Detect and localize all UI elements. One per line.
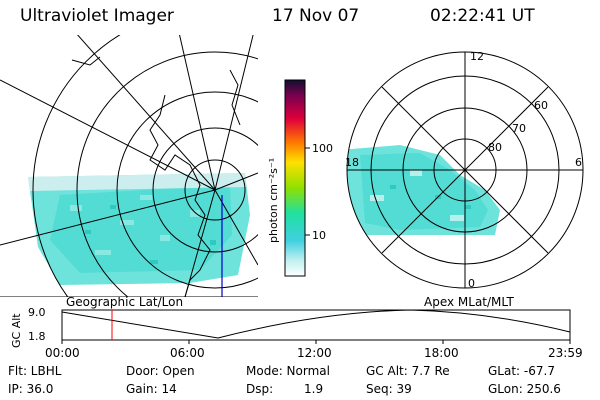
mlt-label-12: 12 — [470, 50, 484, 63]
mlat-label-80: 80 — [488, 141, 502, 154]
altitude-xtick-1: 06:00 — [170, 346, 205, 360]
status-gain: Gain: 14 — [126, 382, 177, 396]
altitude-xtick-4: 23:59 — [548, 346, 583, 360]
status-door: Door: Open — [126, 364, 195, 378]
header-date: 17 Nov 07 — [272, 6, 360, 26]
altitude-ylabel: GC Alt — [10, 313, 23, 348]
status-glon: GLon: 250.6 — [488, 382, 561, 396]
colorbar-tick-10: 10 — [312, 229, 326, 242]
mlat-label-60: 60 — [534, 99, 548, 112]
header-time: 02:22:41 UT — [430, 6, 535, 26]
status-dsp-label: Dsp: — [246, 382, 274, 396]
altitude-xtick-2: 12:00 — [297, 346, 332, 360]
status-seq: Seq: 39 — [366, 382, 412, 396]
status-dsp-value: 1.9 — [304, 382, 324, 396]
intensity-colorbar: 100 10 photon cm⁻²s⁻¹ — [267, 79, 333, 277]
altitude-ytick-high: 9.0 — [28, 306, 46, 319]
status-glat: GLat: -67.7 — [488, 364, 555, 378]
polar-mlat-mlt-plot: 12 18 6 0 60 70 80 — [345, 50, 584, 290]
altitude-timeline: GC Alt 9.0 1.8 00:00 06:00 12:00 18:00 2… — [10, 306, 583, 360]
altitude-xtick-0: 00:00 — [45, 346, 80, 360]
apex-panel-label: Apex MLat/MLT — [424, 295, 514, 309]
geographic-panel-label: Geographic Lat/Lon — [66, 295, 184, 309]
status-gc-alt: GC Alt: 7.7 Re — [366, 364, 450, 378]
altitude-ytick-low: 1.8 — [28, 330, 46, 343]
colorbar-tick-100: 100 — [312, 142, 333, 155]
status-mode: Mode: Normal — [246, 364, 330, 378]
status-filter: Flt: LBHL — [8, 364, 62, 378]
colorbar-unit-label: photon cm⁻²s⁻¹ — [267, 158, 280, 243]
altitude-xtick-3: 18:00 — [424, 346, 459, 360]
mlt-label-0: 0 — [468, 277, 475, 290]
mlat-label-70: 70 — [512, 122, 526, 135]
geographic-map — [0, 35, 258, 297]
instrument-title: Ultraviolet Imager — [20, 6, 174, 26]
mlt-label-6: 6 — [575, 156, 582, 169]
mlt-label-18: 18 — [345, 156, 359, 169]
status-ip: IP: 36.0 — [8, 382, 54, 396]
